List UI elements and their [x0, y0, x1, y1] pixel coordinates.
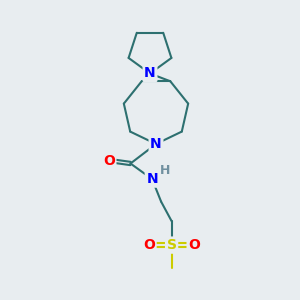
Text: H: H	[160, 164, 170, 177]
Text: N: N	[150, 137, 162, 151]
Text: O: O	[143, 238, 155, 252]
Text: O: O	[188, 238, 200, 252]
Text: S: S	[167, 238, 177, 252]
Text: N: N	[144, 67, 156, 80]
Text: N: N	[146, 172, 158, 186]
Text: O: O	[103, 154, 115, 167]
